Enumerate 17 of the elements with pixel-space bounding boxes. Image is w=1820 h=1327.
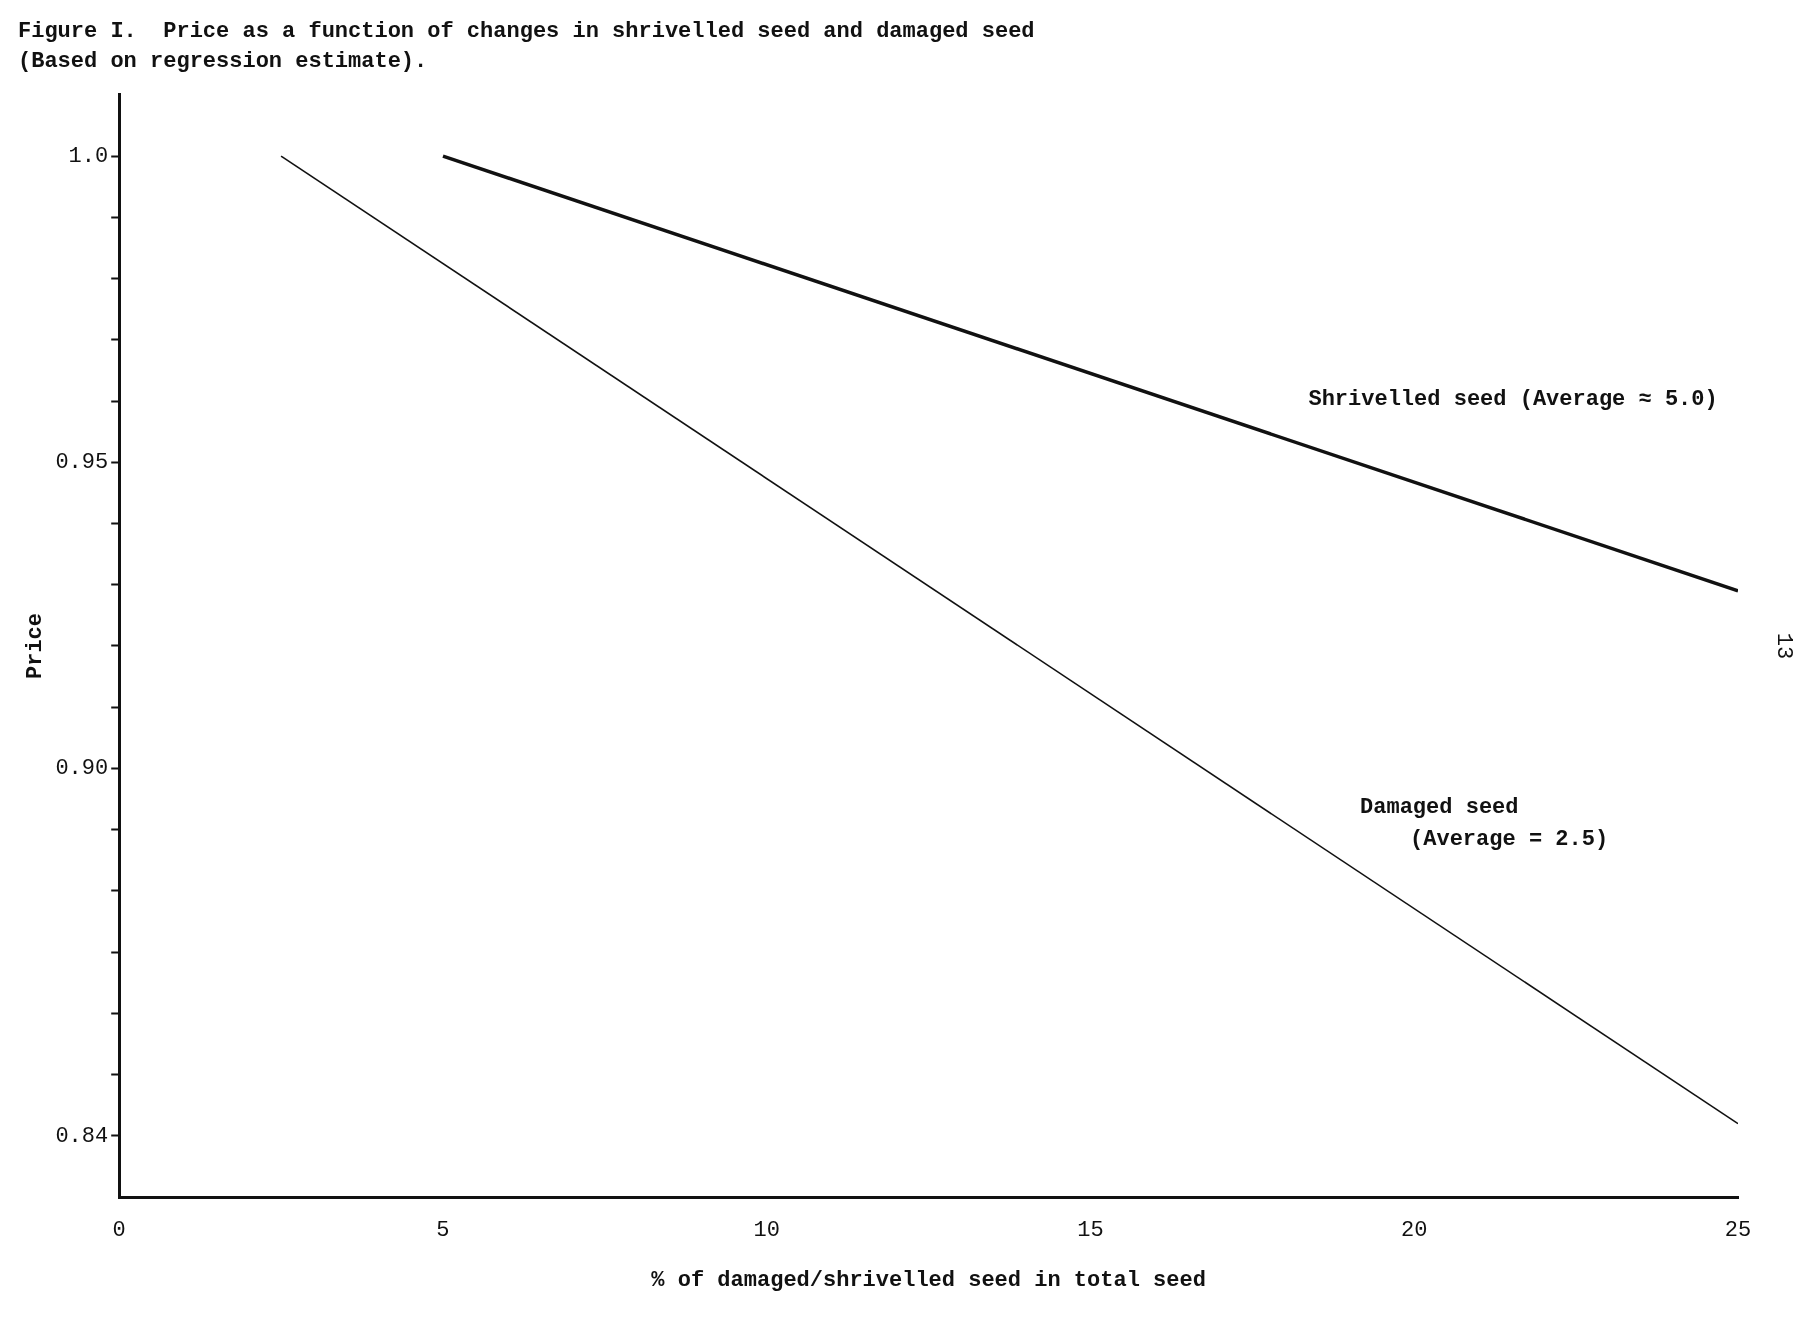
x-tick-label: 25 [1724,1218,1752,1244]
y-tick-label: 0.84 [55,1123,109,1149]
x-axis-title: % of damaged/shrivelled seed in total seed [651,1268,1206,1294]
x-tick-label: 15 [1077,1218,1104,1244]
x-tick-label: 0 [112,1218,126,1244]
y-tick-label: 1.0 [68,143,109,169]
x-tick-label: 10 [753,1218,780,1244]
chart-title: Figure I. Price as a function of changes in shrivelled seed and damaged seed [18,18,1035,44]
y-tick-label: 0.95 [55,450,109,476]
x-tick-label: 5 [436,1218,450,1244]
series-label: Damaged seed (Average = 2.5) [1360,794,1609,852]
text: 13 [1771,632,1796,660]
y-axis-title: Price [22,612,48,680]
y-tick-label: 0.90 [55,756,109,782]
chart-subtitle: (Based on regression estimate). [18,49,428,75]
series-label: Shrivelled seed (Average ≈ 5.0) [1308,387,1718,413]
x-tick-label: 20 [1401,1218,1428,1244]
